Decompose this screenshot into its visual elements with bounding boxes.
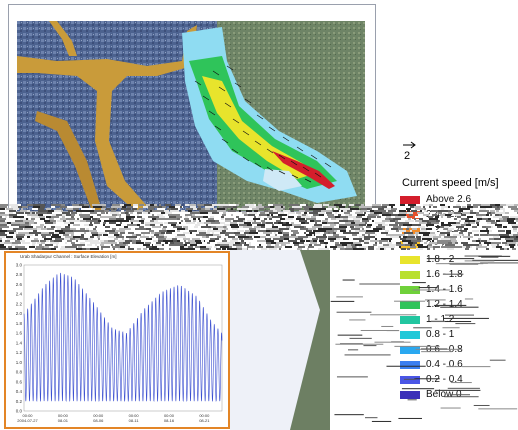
x-tick-time: 00:00 xyxy=(58,413,69,418)
bank-fragment xyxy=(290,250,330,430)
x-tick-date: 08-11 xyxy=(129,418,140,423)
chart-title: Urab Shadarpur Channel : Surface Elevati… xyxy=(20,254,117,259)
legend-swatch xyxy=(400,390,420,399)
vector-scale-arrow xyxy=(403,141,416,149)
legend-label: Below 0 xyxy=(426,389,462,400)
sediment-tributary xyxy=(35,111,102,211)
lower-map-fragment xyxy=(230,250,330,430)
legend-row: 1 - 1.2 xyxy=(400,314,510,325)
legend-title: Current speed [m/s] xyxy=(402,177,499,189)
legend-row: 0.8 - 1 xyxy=(400,329,510,340)
y-tick-label: 2.6 xyxy=(16,282,23,287)
y-tick-label: 0.0 xyxy=(16,409,23,414)
y-tick-label: 3.0 xyxy=(16,263,23,268)
y-tick-label: 0.2 xyxy=(16,399,23,404)
speed-zone-high xyxy=(202,76,317,179)
timeseries-chart: 3.0 2.8 2.6 2.4 2.2 2.0 1.8 1.6 1.4 1.2 1.0 0.8 0.6 0… xyxy=(16,263,223,423)
x-tick-time: 00:00 xyxy=(93,413,104,418)
legend-row: 1.2 - 1.4 xyxy=(400,299,510,310)
legend-swatch xyxy=(400,300,420,309)
legend-label: 1.8 - 2 xyxy=(426,254,455,265)
legend-label: 0.2 - 0.4 xyxy=(426,374,463,385)
aerial-map[interactable] xyxy=(17,21,365,211)
x-tick-date: 08-06 xyxy=(93,418,104,423)
legend-swatch xyxy=(400,330,420,339)
y-tick-label: 1.4 xyxy=(16,340,23,345)
legend-swatch xyxy=(400,270,420,279)
legend-swatch xyxy=(400,195,420,204)
x-tick-date: 08-21 xyxy=(199,418,210,423)
x-tick-time: 00:00 xyxy=(164,413,175,418)
legend-row: Above 2.6 xyxy=(400,194,510,205)
legend-label: 1.2 - 1.4 xyxy=(426,299,463,310)
sediment-channel xyxy=(17,25,197,211)
legend-row: 1.8 - 2 xyxy=(400,254,510,265)
legend-swatch xyxy=(400,315,420,324)
y-tick-label: 2.2 xyxy=(16,301,23,306)
legend-label: 0.4 - 0.6 xyxy=(426,359,463,370)
y-tick-label: 1.6 xyxy=(16,331,23,336)
x-tick-date: 08-01 xyxy=(58,418,69,423)
sediment-tributary xyxy=(49,21,77,56)
legend-label: 1 - 1.2 xyxy=(426,314,455,325)
x-tick-date: 2004-07-27 xyxy=(17,418,38,423)
x-tick-date: 08-16 xyxy=(164,418,175,423)
x-tick-time: 00:00 xyxy=(129,413,140,418)
map-title xyxy=(9,5,375,15)
legend-row: 0.4 - 0.6 xyxy=(400,359,510,370)
legend-swatch xyxy=(400,345,420,354)
speed-zone-core xyxy=(272,151,335,189)
y-tick-label: 2.4 xyxy=(16,292,23,297)
y-tick-label: 1.8 xyxy=(16,321,23,326)
legend-swatch xyxy=(400,285,420,294)
legend-row: Below 0 xyxy=(400,389,510,400)
y-tick-label: 1.0 xyxy=(16,360,23,365)
x-tick-time: 00:00 xyxy=(199,413,210,418)
vector-scale-value: 2 xyxy=(404,150,411,162)
y-tick-label: 1.2 xyxy=(16,350,23,355)
x-tick-time: 00:00 xyxy=(23,413,34,418)
shoal xyxy=(263,169,302,191)
velocity-vectors xyxy=(194,65,332,183)
channel-fragment xyxy=(230,250,320,430)
timeseries-inset[interactable]: Urab Shadarpur Channel : Surface Elevati… xyxy=(4,251,230,429)
glitch-noise-band xyxy=(0,204,518,422)
y-tick-label: 0.8 xyxy=(16,370,23,375)
y-tick-label: 2.8 xyxy=(16,272,23,277)
series-line xyxy=(23,272,223,402)
map-frame xyxy=(8,4,376,212)
y-tick-label: 0.6 xyxy=(16,379,23,384)
legend-swatch xyxy=(400,225,420,234)
legend-label: Above 2.6 xyxy=(426,194,472,205)
legend-label: 0.8 - 1 xyxy=(426,329,455,340)
y-tick-label: 0.4 xyxy=(16,389,23,394)
legend-swatch xyxy=(400,360,420,369)
y-tick-label: 2.0 xyxy=(16,311,23,316)
legend-swatch xyxy=(400,255,420,264)
